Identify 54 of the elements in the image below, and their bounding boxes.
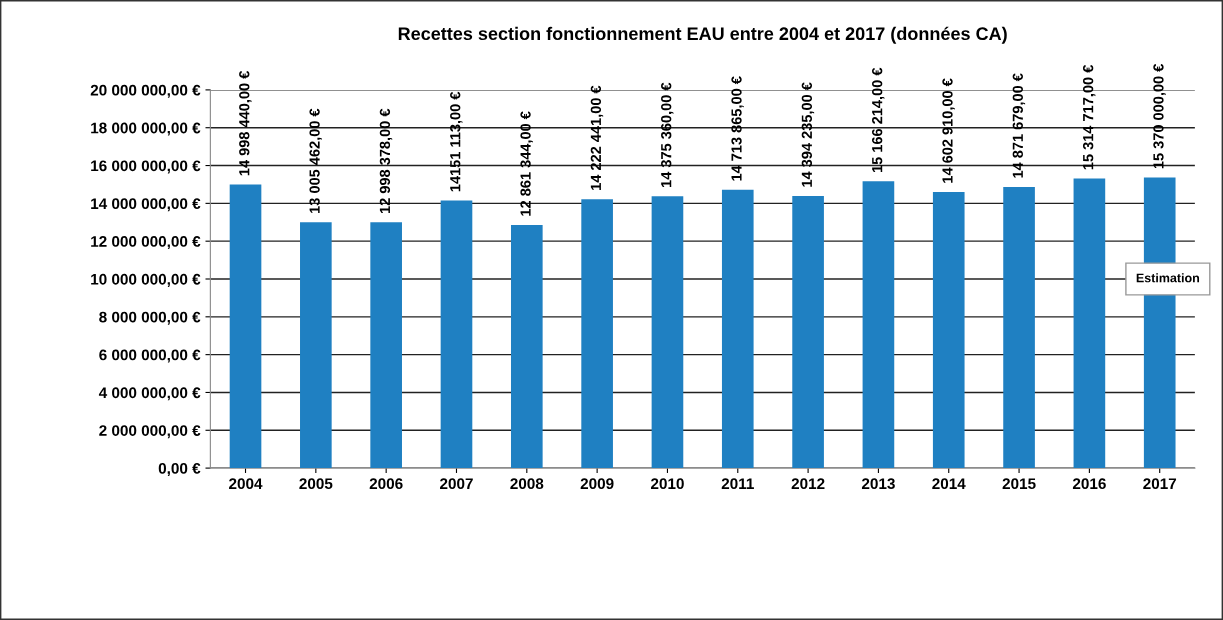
y-tick-label: 0,00 € (158, 462, 201, 476)
bar (510, 224, 543, 469)
y-tick-label: 6 000 000,00 € (99, 349, 201, 363)
data-label: 12 861 344,00 € (520, 111, 533, 216)
bar (229, 184, 262, 469)
bar (1073, 178, 1106, 469)
bar (862, 181, 895, 469)
y-tick-label: 10 000 000,00 € (91, 273, 201, 287)
data-label: 14 602 910,00 € (942, 78, 955, 183)
data-label: 15 370 000,00 € (1153, 63, 1166, 169)
y-tick-label: 4 000 000,00 € (98, 387, 201, 401)
y-tick-label: 20 000 000,00 € (90, 84, 201, 98)
x-tick-label: 2007 (440, 478, 473, 490)
x-tick-label: 2014 (932, 478, 966, 490)
x-tick-label: 2009 (580, 478, 614, 490)
x-tick-label: 2010 (650, 478, 684, 490)
y-tick-label: 14 000 000,00 € (91, 198, 201, 212)
x-tick-label: 2012 (791, 478, 825, 490)
x-tick-label: 2017 (1143, 478, 1177, 490)
y-tick-label: 18 000 000,00 € (91, 122, 201, 136)
data-label: 14 394 235,00 € (801, 82, 815, 187)
x-tick-label: 2005 (299, 478, 333, 490)
x-tick-label: 2008 (510, 478, 544, 490)
bar (651, 196, 684, 469)
x-tick-label: 2016 (1072, 478, 1106, 490)
data-label: 14 871 679,00 € (1012, 73, 1026, 178)
x-tick-label: 2011 (721, 478, 754, 490)
bar (300, 222, 332, 469)
x-tick-label: 2013 (861, 478, 895, 490)
bar (1003, 186, 1035, 469)
bar (792, 195, 824, 469)
bar (440, 200, 473, 469)
data-label: 14 375 360,00 € (661, 82, 674, 188)
data-label: 13 005 462,00 € (309, 108, 322, 213)
y-tick-label: 2 000 000,00 € (99, 425, 201, 439)
data-label: 14 222 441,00 € (590, 85, 604, 190)
data-label: 14 713 865,00 € (731, 76, 744, 181)
x-tick-label: 2015 (1002, 478, 1036, 490)
data-label: 12 998 378,00 € (379, 108, 393, 214)
data-label: 15 166 214,00 € (872, 67, 885, 173)
bar (721, 189, 754, 469)
data-label: 14151 113,00 € (450, 91, 463, 192)
x-tick-label: 2006 (369, 478, 403, 490)
y-tick-label: 16 000 000,00 € (91, 160, 201, 174)
chart-title: Recettes section fonctionnement EAU entre 2004 et 2017 (données CA) (398, 26, 1007, 44)
y-tick-label: 8 000 000,00 € (99, 311, 201, 325)
x-tick-label: 2004 (229, 478, 263, 490)
bar (581, 199, 613, 469)
y-tick-label: 12 000 000,00 € (91, 236, 201, 250)
data-label: 15 314 717,00 € (1082, 65, 1096, 170)
bar (370, 222, 402, 469)
bar (932, 191, 965, 469)
data-label: 14 998 440,00 € (239, 70, 252, 176)
annotation: Estimation (1136, 273, 1200, 283)
